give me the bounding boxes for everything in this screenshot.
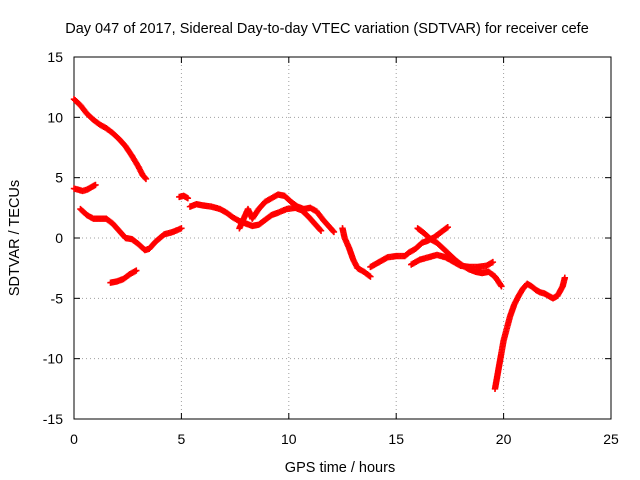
data-point bbox=[184, 194, 192, 202]
series-arc-3 bbox=[77, 205, 185, 254]
series-arc-8 bbox=[339, 225, 374, 280]
data-point bbox=[489, 258, 497, 266]
y-tick-label: -15 bbox=[43, 411, 63, 427]
data-point bbox=[367, 273, 374, 280]
series-arc-5 bbox=[176, 192, 192, 202]
y-tick-label: -5 bbox=[51, 290, 64, 306]
x-tick-label: 10 bbox=[281, 431, 297, 447]
y-tick-label: 5 bbox=[55, 170, 63, 186]
data-points bbox=[70, 96, 569, 393]
y-tick-label: 0 bbox=[55, 230, 63, 246]
series-arc-1 bbox=[70, 96, 150, 183]
x-axis-label: GPS time / hours bbox=[285, 460, 395, 476]
series-arc-12 bbox=[491, 274, 569, 393]
x-tick-label: 20 bbox=[496, 431, 512, 447]
series-arc-11 bbox=[414, 225, 505, 290]
series-arc-4 bbox=[107, 267, 140, 286]
plot-frame bbox=[73, 56, 612, 420]
series-arc-2 bbox=[70, 181, 99, 195]
data-point bbox=[497, 281, 504, 289]
data-point bbox=[330, 228, 338, 236]
data-point bbox=[316, 226, 324, 233]
data-point bbox=[92, 181, 99, 189]
x-tick-label: 25 bbox=[603, 431, 619, 447]
series-arc-7 bbox=[236, 191, 338, 236]
data-point bbox=[498, 283, 505, 290]
data-point bbox=[329, 227, 337, 235]
data-point bbox=[317, 227, 325, 234]
y-axis-label: SDTVAR / TECUs bbox=[7, 180, 23, 296]
data-point bbox=[561, 274, 569, 282]
x-tick-label: 5 bbox=[178, 431, 186, 447]
data-point bbox=[443, 224, 450, 232]
series-arc-6 bbox=[186, 201, 325, 234]
series-arc-9 bbox=[367, 223, 451, 271]
data-point bbox=[178, 225, 185, 232]
chart-title: Day 047 of 2017, Sidereal Day-to-day VTE… bbox=[65, 21, 589, 37]
axis-ticks: 0 5 10 15 20 25 -15 -10 -5 0 5 10 15 bbox=[43, 49, 619, 447]
data-point bbox=[133, 267, 140, 274]
x-tick-label: 0 bbox=[70, 431, 78, 447]
y-tick-label: 10 bbox=[47, 109, 63, 125]
data-point bbox=[366, 272, 373, 280]
data-point bbox=[142, 175, 150, 183]
data-point bbox=[444, 223, 451, 231]
series-arc-10 bbox=[408, 251, 497, 271]
x-tick-label: 15 bbox=[388, 431, 404, 447]
data-point bbox=[141, 174, 149, 182]
y-tick-label: 15 bbox=[47, 49, 63, 65]
y-tick-label: -10 bbox=[43, 351, 63, 367]
